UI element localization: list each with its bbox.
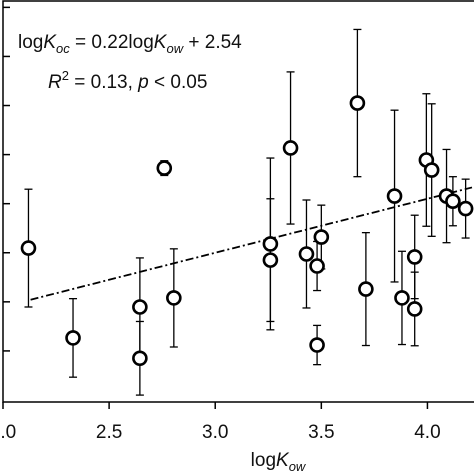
- point: [156, 160, 173, 176]
- point: [423, 162, 440, 178]
- x-tick-label: 3.5: [308, 422, 334, 443]
- point: [20, 240, 37, 256]
- point: [406, 249, 423, 265]
- x-tick-label: 2.0: [0, 422, 16, 443]
- point: [457, 200, 474, 217]
- x-tick-label: 2.5: [96, 422, 122, 443]
- point: [262, 236, 279, 252]
- plot-frame: [2, 0, 474, 403]
- point: [309, 258, 325, 274]
- point: [132, 350, 148, 367]
- point: [262, 252, 279, 268]
- equation: logKoc = 0.22logKow + 2.54: [18, 32, 242, 56]
- point: [445, 193, 461, 210]
- point: [394, 290, 410, 306]
- point: [65, 330, 81, 346]
- x-axis-label: logKow: [251, 450, 307, 474]
- fit-line: [30, 186, 473, 301]
- point: [132, 299, 148, 315]
- point: [349, 95, 366, 111]
- stats: R2 = 0.13, p < 0.05: [48, 68, 207, 93]
- x-tick-label: 3.0: [202, 422, 228, 443]
- point: [166, 290, 182, 306]
- point: [282, 140, 299, 156]
- point: [386, 188, 403, 204]
- point: [406, 301, 423, 317]
- x-tick-label: 4.0: [414, 422, 440, 443]
- point: [313, 229, 330, 245]
- point: [309, 337, 325, 353]
- point: [358, 281, 374, 297]
- point: [298, 246, 315, 262]
